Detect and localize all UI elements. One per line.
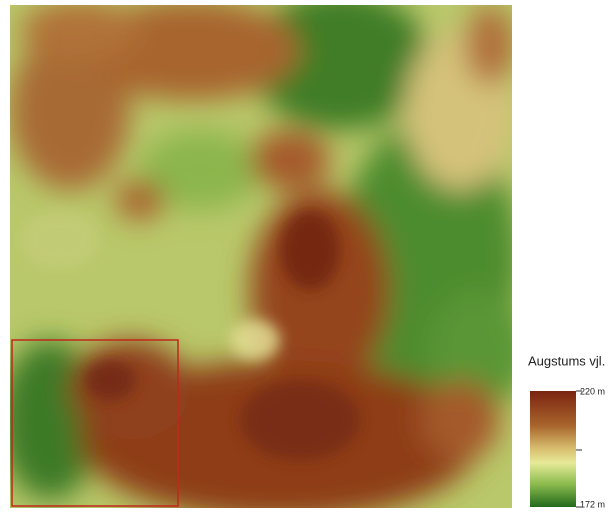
color-ramp [530, 391, 576, 507]
elevation-raster [0, 0, 530, 513]
legend-label: 172 m [580, 499, 605, 509]
page: Augstums vjl. 220 m172 m (() => { const … [0, 0, 615, 513]
legend-title: Augstums vjl. [528, 353, 605, 368]
map-view: Augstums vjl. 220 m 172 m [0, 0, 615, 513]
legend-label: 220 m [580, 386, 605, 396]
